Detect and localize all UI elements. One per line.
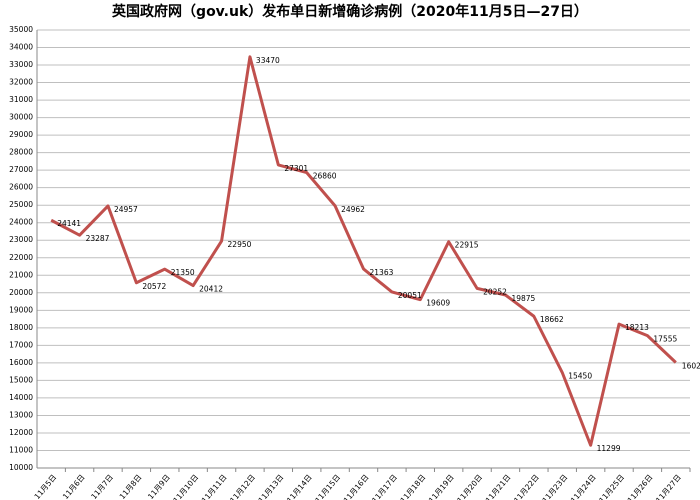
y-tick-label: 29000: [9, 130, 33, 139]
data-label: 24141: [57, 219, 81, 228]
data-label: 22950: [228, 240, 252, 249]
y-tick-label: 23000: [9, 235, 33, 244]
chart-title: 英国政府网（gov.uk）发布单日新增确诊病例（2020年11月5日—27日）: [111, 3, 588, 20]
y-tick-label: 32000: [9, 78, 33, 87]
y-tick-label: 33000: [9, 60, 33, 69]
data-label: 26860: [313, 172, 337, 181]
y-tick-label: 18000: [9, 323, 33, 332]
data-label: 18662: [540, 315, 564, 324]
y-tick-label: 11000: [9, 445, 33, 454]
y-tick-label: 34000: [9, 43, 33, 52]
data-label: 15450: [568, 372, 592, 381]
y-tick-label: 28000: [9, 148, 33, 157]
data-label: 24962: [341, 205, 365, 214]
data-label: 19875: [511, 294, 535, 303]
data-label: 21363: [370, 268, 394, 277]
y-tick-label: 25000: [9, 200, 33, 209]
data-label: 23287: [86, 234, 110, 243]
data-label: 20412: [199, 285, 223, 294]
data-label: 17555: [653, 335, 677, 344]
data-label: 20572: [142, 282, 166, 291]
y-tick-label: 20000: [9, 288, 33, 297]
y-tick-label: 17000: [9, 340, 33, 349]
data-label: 24957: [114, 205, 138, 214]
y-tick-label: 26000: [9, 183, 33, 192]
y-tick-label: 24000: [9, 218, 33, 227]
y-tick-label: 16000: [9, 358, 33, 367]
data-label: 18213: [625, 323, 649, 332]
data-label: 33470: [256, 56, 280, 65]
y-tick-label: 35000: [9, 25, 33, 34]
data-label: 22915: [455, 241, 479, 250]
y-tick-label: 30000: [9, 113, 33, 122]
data-label: 27301: [284, 164, 308, 173]
data-label: 20252: [483, 287, 507, 296]
y-tick-label: 22000: [9, 253, 33, 262]
data-label: 11299: [597, 444, 621, 453]
y-tick-label: 12000: [9, 428, 33, 437]
y-tick-label: 21000: [9, 270, 33, 279]
y-tick-label: 19000: [9, 305, 33, 314]
data-label: 21350: [171, 268, 195, 277]
line: [50, 55, 677, 447]
y-tick-label: 13000: [9, 410, 33, 419]
y-tick-label: 14000: [9, 393, 33, 402]
data-label: 16022: [682, 361, 700, 370]
y-tick-label: 31000: [9, 95, 33, 104]
y-tick-label: 27000: [9, 165, 33, 174]
y-tick-label: 15000: [9, 375, 33, 384]
y-tick-label: 10000: [9, 463, 33, 472]
data-label: 19609: [426, 299, 450, 308]
data-label: 20051: [398, 291, 422, 300]
